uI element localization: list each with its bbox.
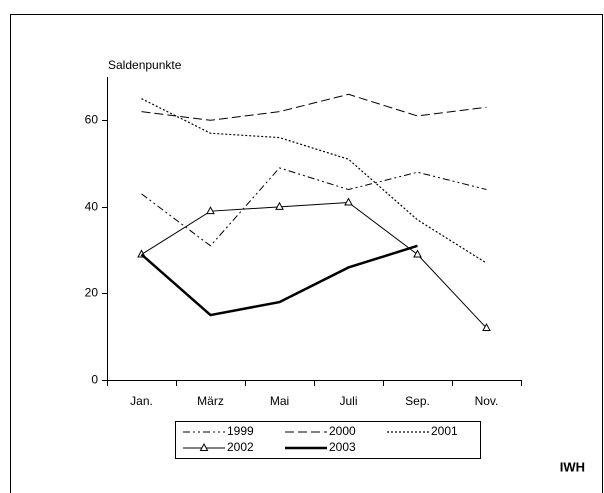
series-line <box>141 98 487 264</box>
marker <box>275 201 284 210</box>
x-tick-label: Jan. <box>130 394 153 408</box>
marker <box>199 442 209 451</box>
source-label: IWH <box>560 459 585 474</box>
legend-label: 2003 <box>329 440 356 454</box>
legend-label: 2001 <box>431 424 458 438</box>
y-tick-label: 0 <box>91 373 98 387</box>
marker <box>206 206 215 215</box>
legend-label: 1999 <box>227 424 254 438</box>
y-tick-label: 20 <box>85 286 99 300</box>
x-tick-label: Nov. <box>475 394 499 408</box>
x-tick-label: Juli <box>339 394 357 408</box>
series-line <box>141 202 487 329</box>
y-tick-label: 40 <box>85 200 99 214</box>
frame <box>10 14 603 493</box>
legend-label: 2000 <box>329 424 356 438</box>
legend <box>175 421 481 459</box>
x-tick-label: März <box>197 394 224 408</box>
y-axis-label: Saldenpunkte <box>108 58 182 72</box>
x-tick-label: Mai <box>270 394 289 408</box>
marker <box>344 197 353 206</box>
x-tick-label: Sep. <box>405 394 430 408</box>
marker <box>482 323 491 332</box>
y-tick-label: 60 <box>85 113 99 127</box>
series-line <box>140 244 418 317</box>
legend-label: 2002 <box>227 440 254 454</box>
series-line <box>141 167 487 247</box>
marker <box>413 249 422 258</box>
series-line <box>141 93 487 121</box>
